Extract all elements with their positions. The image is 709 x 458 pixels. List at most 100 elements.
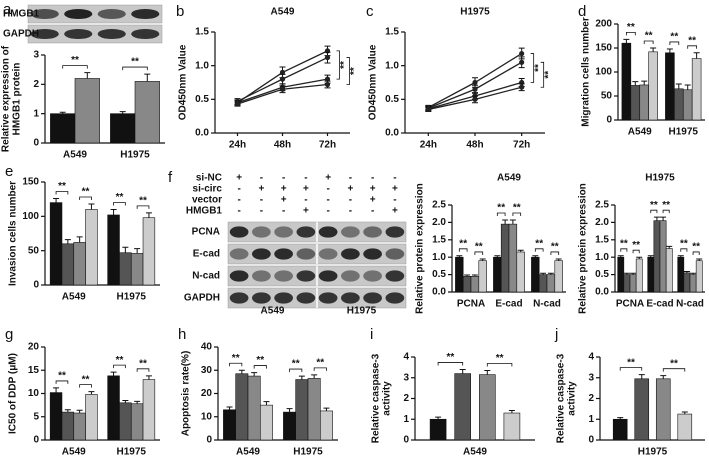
y-tick-label: 3	[588, 372, 594, 383]
bar	[259, 404, 273, 441]
significance-label: **	[232, 353, 240, 364]
blot-band	[97, 28, 126, 40]
bar	[130, 253, 144, 286]
x-tick-label: A549	[63, 150, 87, 161]
error-bar	[532, 255, 539, 258]
condition-sign: -	[349, 173, 352, 184]
blot-band	[252, 226, 271, 238]
y-tick-label: 2.0	[432, 217, 446, 228]
significance-bracket	[496, 212, 506, 216]
point	[279, 76, 286, 82]
error-bar	[464, 274, 471, 277]
y-tick-label: 2	[33, 79, 39, 90]
blot-band	[64, 28, 93, 40]
error-bar	[502, 219, 509, 225]
significance-label: **	[475, 242, 483, 253]
significance-label: **	[256, 355, 264, 366]
y-tick-label: 100	[595, 67, 612, 78]
x-tick-label: N-cad	[676, 299, 704, 310]
error-bar	[323, 407, 330, 411]
error-bar	[632, 81, 639, 86]
y-tick-label: 0	[606, 115, 612, 126]
y-axis-label: Apoptosis rate(%)	[181, 351, 192, 437]
bar	[635, 258, 643, 293]
bar	[682, 89, 693, 121]
significance-label: **	[688, 35, 696, 46]
panel-letter: g	[5, 326, 13, 343]
condition-sign: +	[236, 173, 242, 184]
blot-row-label: E-cad	[193, 249, 220, 260]
bar	[516, 251, 525, 293]
y-tick-label: 0	[206, 435, 212, 446]
x-tick-label: A549	[62, 292, 86, 303]
panel-letter: e	[5, 163, 13, 180]
bar	[50, 113, 76, 144]
bar	[674, 88, 684, 121]
x-tick-label: 72h	[319, 140, 336, 151]
y-tick-label: 0	[33, 138, 39, 149]
significance-label: **	[670, 32, 678, 43]
error-bar	[684, 84, 691, 90]
bar	[493, 256, 502, 293]
x-tick-label: 24h	[420, 140, 437, 151]
bar	[49, 202, 63, 286]
significance-label: **	[71, 55, 79, 66]
significance-bracket	[289, 368, 303, 373]
error-bar	[540, 272, 547, 275]
blot-band	[385, 292, 405, 304]
significance-bracket	[113, 202, 126, 206]
bar	[630, 85, 641, 121]
blot-band	[318, 248, 338, 260]
chart-title: A549	[497, 173, 521, 184]
panel-letter: a	[3, 1, 12, 18]
error-bar	[690, 272, 697, 275]
significance-bracket	[55, 380, 69, 384]
error-bar	[134, 400, 141, 404]
blot-row	[27, 4, 163, 24]
condition-sign: +	[281, 195, 287, 206]
significance-bracket	[662, 209, 670, 214]
error-bar	[119, 111, 126, 114]
y-tick-label: 5	[33, 411, 39, 422]
blot-band	[229, 270, 249, 282]
x-tick-label: A549	[236, 447, 260, 458]
y-tick-label: 2.5	[432, 200, 446, 211]
significance-label: **	[131, 57, 139, 68]
y-tick-label: 1.5	[595, 234, 609, 245]
y-tick-label: 1	[403, 414, 409, 425]
bar	[61, 243, 75, 286]
error-bar	[647, 255, 654, 258]
bar	[142, 217, 156, 286]
significance-label: **	[662, 200, 670, 211]
significance-label: **	[316, 358, 324, 369]
y-tick-label: 0.5	[595, 269, 609, 280]
y-axis-label: Relative protein expression	[415, 183, 426, 314]
y-axis-label: Migration cells number	[581, 17, 592, 127]
significance-label: **	[116, 355, 124, 366]
bar	[503, 412, 521, 441]
bar	[634, 378, 650, 441]
bar	[61, 411, 75, 441]
condition-sign: -	[260, 206, 263, 217]
condition-sign: -	[326, 206, 329, 217]
significance-label: **	[139, 358, 147, 369]
y-tick-label: 0.0	[385, 128, 399, 139]
error-bar	[53, 197, 60, 203]
significance-bracket	[113, 364, 126, 369]
y-tick-label: 1.5	[432, 234, 446, 245]
error-bar	[494, 255, 501, 258]
bar	[639, 84, 649, 121]
condition-sign: -	[371, 206, 374, 217]
y-axis-label: Relative caspase-3	[371, 353, 382, 443]
condition-sign: +	[303, 206, 309, 217]
bar	[691, 58, 702, 121]
bar	[130, 403, 144, 441]
bar	[629, 274, 637, 293]
error-bar	[286, 408, 293, 413]
significance-label: **	[627, 22, 635, 33]
y-tick-label: 1.0	[595, 252, 609, 263]
y-tick-label: 0	[33, 280, 39, 291]
error-bar	[683, 270, 690, 273]
error-bar	[617, 417, 624, 420]
condition-sign: -	[326, 195, 329, 206]
